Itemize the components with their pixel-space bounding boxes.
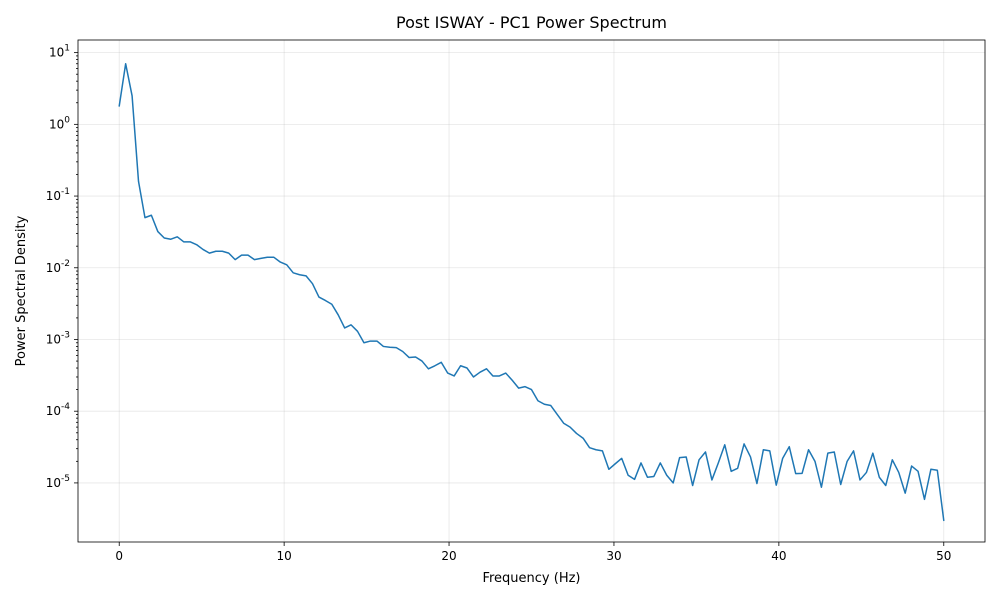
x-axis-label: Frequency (Hz) [482, 571, 580, 586]
y-tick-label: 10-1 [46, 187, 70, 203]
chart-title: Post ISWAY - PC1 Power Spectrum [396, 13, 667, 32]
x-tick-label: 30 [606, 549, 621, 563]
x-tick-label: 50 [936, 549, 951, 563]
plot-area [118, 62, 945, 522]
x-axis-ticks: 0 10 20 30 40 50 [115, 542, 951, 563]
x-tick-label: 40 [771, 549, 786, 563]
y-tick-label: 10-2 [46, 259, 70, 275]
x-tick-label: 20 [441, 549, 456, 563]
y-tick-label: 10-5 [46, 474, 70, 490]
y-tick-label: 100 [49, 115, 70, 131]
grid [78, 40, 985, 542]
y-tick-label: 10-3 [46, 330, 70, 346]
x-tick-label: 10 [276, 549, 291, 563]
y-axis-label: Power Spectral Density [14, 215, 29, 366]
y-tick-label: 10-4 [46, 402, 71, 418]
y-tick-label: 101 [49, 44, 70, 60]
y-axis-ticks: 10-5 10-4 10-3 10-2 10-1 100 101 [46, 44, 78, 490]
axes-frame [77, 39, 986, 543]
series-line [118, 62, 945, 522]
x-tick-label: 0 [115, 549, 123, 563]
